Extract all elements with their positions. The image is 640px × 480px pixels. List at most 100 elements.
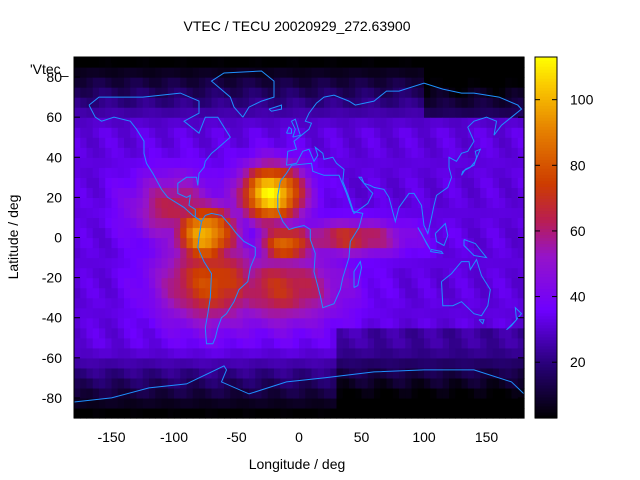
heatmap-cell [136,217,144,229]
colorbar-swatch [535,234,557,239]
heatmap-cell [111,217,119,229]
heatmap-cell [174,317,181,329]
colorbar-swatch [535,135,557,139]
heatmap-cell [142,407,150,419]
heatmap-cell [486,357,494,369]
heatmap-cell [217,367,225,379]
heatmap-cell [161,267,169,279]
heatmap-cell [180,77,188,88]
heatmap-cell [342,327,350,339]
heatmap-cell [355,137,363,148]
heatmap-cell [467,227,475,239]
colorbar-swatch [535,120,557,124]
heatmap-cell [199,207,206,219]
heatmap-cell [236,287,244,299]
heatmap-cell [361,207,369,219]
heatmap-cell [105,107,113,118]
heatmap-cell [236,247,244,259]
heatmap-cell [399,397,406,409]
heatmap-cell [149,307,156,319]
heatmap-cell [424,67,431,78]
heatmap-cell [136,237,144,249]
heatmap-cell [192,267,200,279]
heatmap-cell [117,157,125,168]
colorbar-swatch [535,351,557,356]
heatmap-cell [142,377,150,389]
heatmap-cell [117,357,125,369]
heatmap-cell [286,227,294,239]
heatmap-cell [399,267,406,279]
coastline [463,239,488,259]
heatmap-cell [317,97,325,108]
heatmap-cell [380,317,388,329]
heatmap-cell [261,107,269,118]
colorbar-swatch [535,102,557,106]
heatmap-cell [474,107,481,118]
heatmap-cell [192,407,200,419]
heatmap-cell [86,347,94,359]
heatmap-cell [399,67,406,78]
heatmap-cell [136,67,144,78]
heatmap-cell [486,237,494,249]
colorbar-swatch [535,162,557,166]
heatmap-cell [86,307,94,319]
heatmap-cell [336,187,344,198]
heatmap-cell [305,317,313,329]
heatmap-cell [217,97,225,108]
colorbar-swatch [535,348,557,353]
heatmap-cell [205,297,213,309]
heatmap-cell [442,147,450,158]
heatmap-cell [149,337,156,349]
heatmap-cell [92,347,100,359]
heatmap-cell [105,187,113,198]
heatmap-cell [336,287,344,299]
heatmap-cell [474,337,481,349]
heatmap-cell [342,127,350,138]
heatmap-cell [149,87,156,98]
heatmap-cell [442,137,450,148]
heatmap-cell [417,117,425,128]
heatmap-cell [405,237,413,249]
heatmap-cell [167,217,175,229]
heatmap-cell [249,227,256,239]
heatmap-cell [474,207,481,219]
heatmap-cell [417,97,425,108]
heatmap-cell [261,387,269,399]
heatmap-cell [167,357,175,369]
heatmap-cell [461,107,469,118]
heatmap-cell [180,387,188,399]
heatmap-cell [280,327,288,339]
colorbar-swatch [535,255,557,260]
heatmap-cell [486,387,494,399]
heatmap-cell [367,287,375,299]
heatmap-cell [205,377,213,389]
coastline [353,260,363,289]
colorbar-swatch [535,399,557,404]
heatmap-cell [155,327,163,339]
heatmap-cell [255,287,263,299]
heatmap-cell [224,367,231,379]
heatmap-cell [505,127,513,138]
heatmap-cell [136,377,144,389]
heatmap-cell [480,157,488,168]
heatmap-cell [411,57,419,68]
heatmap-cell [449,367,456,379]
heatmap-cell [292,187,300,198]
heatmap-cell [274,237,281,249]
heatmap-cell [330,207,338,219]
heatmap-cell [117,207,125,219]
heatmap-cell [467,207,475,219]
colorbar-swatch [535,93,557,97]
heatmap-cell [311,217,319,229]
heatmap-cell [517,317,525,329]
heatmap-cell [511,57,519,68]
heatmap-cell [405,107,413,118]
heatmap-cell [186,347,194,359]
heatmap-cell [174,397,181,409]
heatmap-cell [242,307,250,319]
heatmap-cell [449,387,456,399]
heatmap-cell [405,127,413,138]
heatmap-cell [492,217,500,229]
heatmap-cell [311,267,319,279]
heatmap-cell [336,317,344,329]
